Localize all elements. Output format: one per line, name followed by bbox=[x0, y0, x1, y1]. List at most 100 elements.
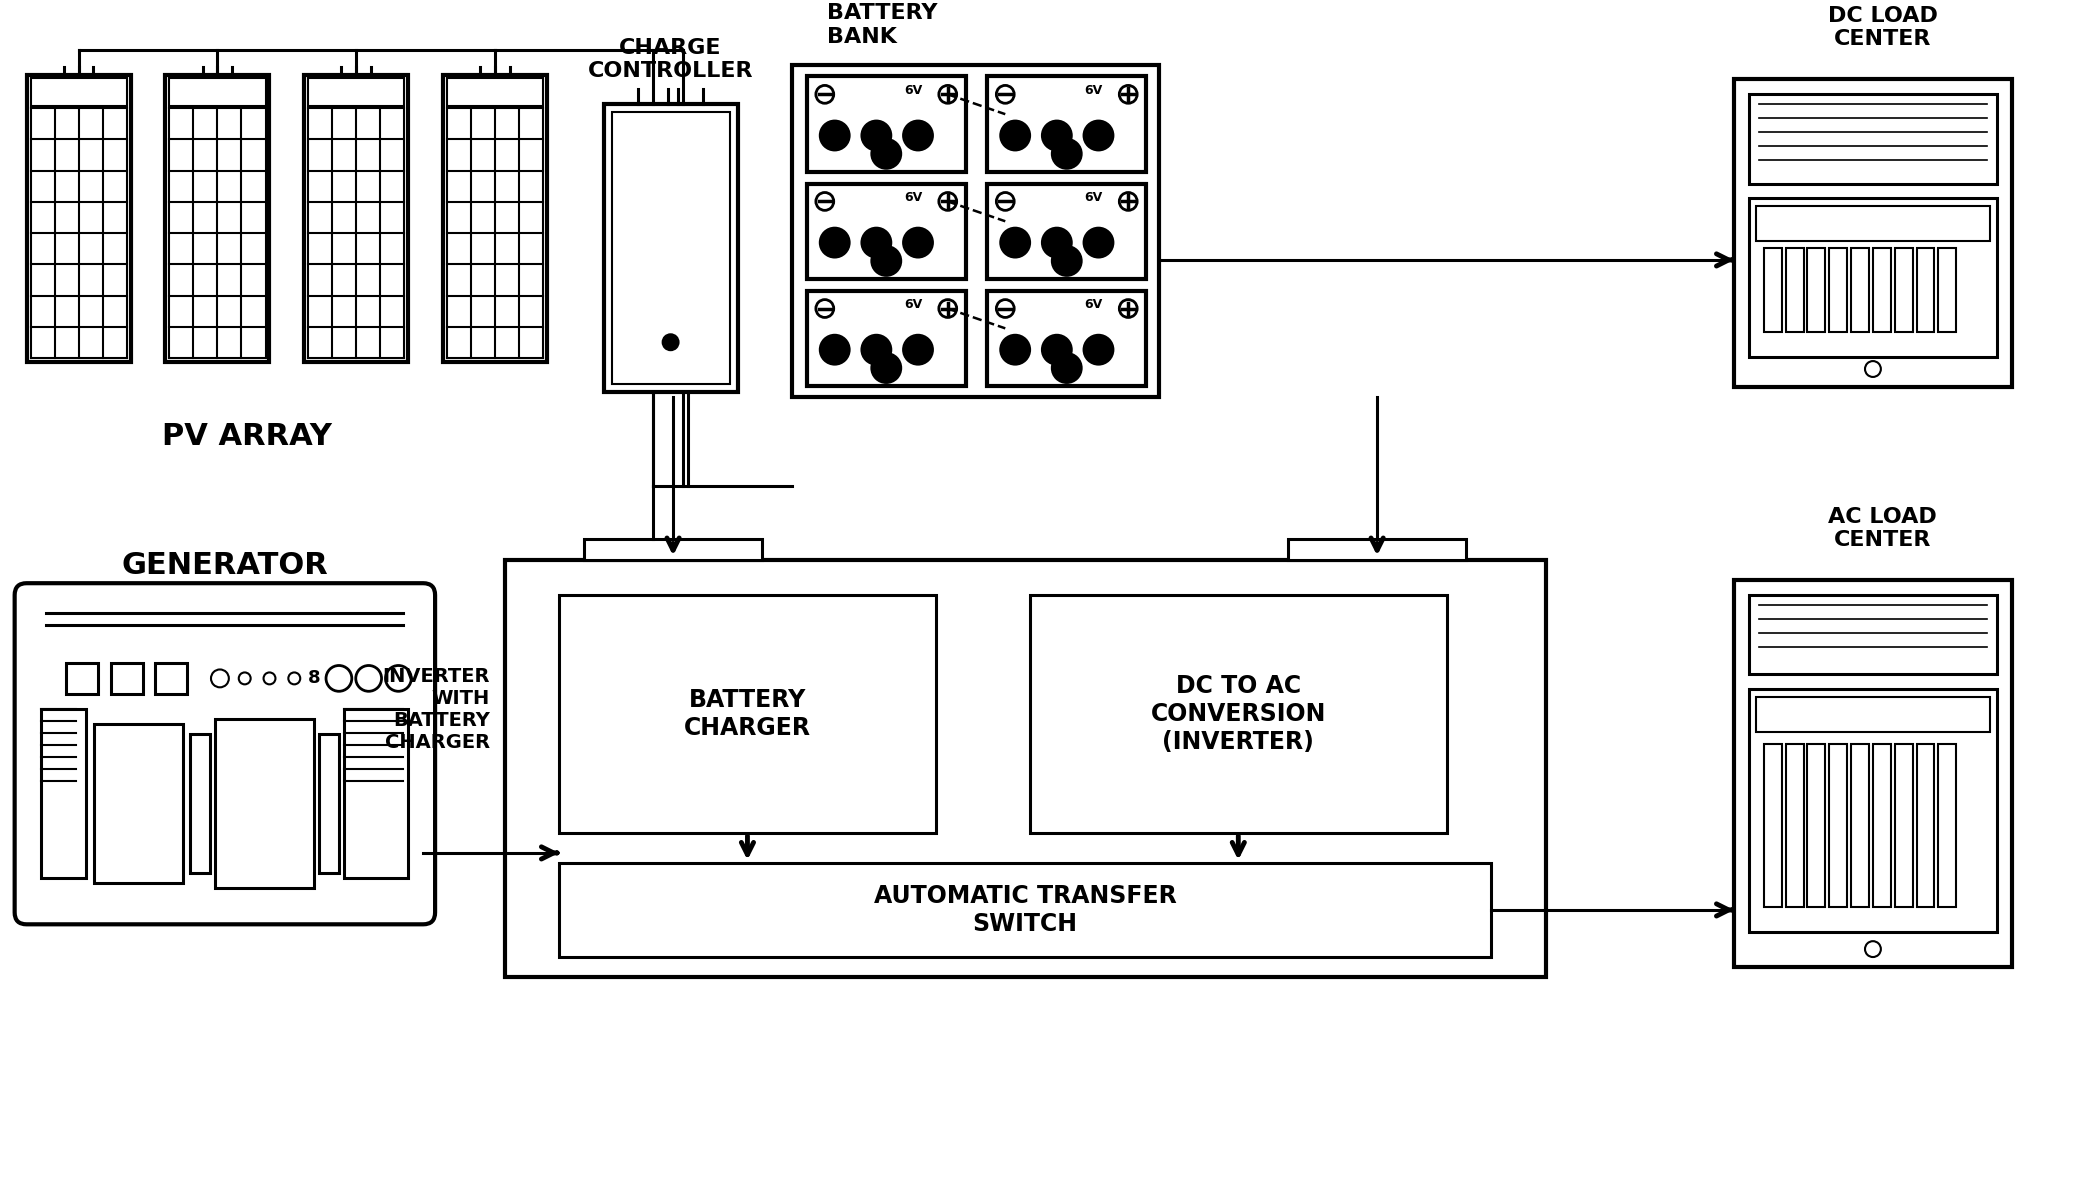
Bar bbox=[1787, 248, 1803, 332]
Circle shape bbox=[861, 121, 892, 151]
Circle shape bbox=[861, 228, 892, 258]
Text: CHARGE
CONTROLLER: CHARGE CONTROLLER bbox=[587, 38, 753, 81]
Bar bbox=[444, 74, 548, 362]
Circle shape bbox=[861, 334, 892, 364]
Bar bbox=[27, 74, 131, 362]
Circle shape bbox=[820, 334, 849, 364]
Bar bbox=[344, 709, 409, 878]
Circle shape bbox=[662, 334, 679, 350]
Bar bbox=[1029, 595, 1446, 833]
Bar bbox=[1735, 580, 2013, 967]
Bar bbox=[1894, 248, 1913, 332]
Circle shape bbox=[903, 228, 934, 258]
Circle shape bbox=[1052, 353, 1081, 383]
Bar bbox=[807, 183, 965, 279]
Bar bbox=[446, 79, 544, 107]
Text: PV ARRAY: PV ARRAY bbox=[162, 422, 332, 450]
Bar bbox=[1807, 744, 1826, 907]
FancyBboxPatch shape bbox=[15, 583, 436, 925]
Bar bbox=[1917, 248, 1934, 332]
Text: BATTERY
BANK: BATTERY BANK bbox=[826, 4, 938, 47]
Circle shape bbox=[1000, 334, 1029, 364]
Text: 6V: 6V bbox=[1085, 84, 1102, 97]
Bar bbox=[583, 539, 762, 561]
Circle shape bbox=[872, 353, 901, 383]
Bar bbox=[1289, 539, 1467, 561]
Bar bbox=[988, 183, 1145, 279]
Bar bbox=[320, 734, 338, 873]
Circle shape bbox=[1083, 228, 1114, 258]
Bar bbox=[807, 291, 965, 386]
Text: 8: 8 bbox=[307, 670, 320, 688]
Bar bbox=[1749, 595, 1996, 674]
Text: GENERATOR: GENERATOR bbox=[122, 551, 328, 580]
Bar bbox=[1938, 248, 1957, 332]
Bar bbox=[988, 291, 1145, 386]
Text: INVERTER
WITH
BATTERY
CHARGER: INVERTER WITH BATTERY CHARGER bbox=[382, 666, 490, 751]
Bar bbox=[1851, 744, 1870, 907]
Circle shape bbox=[1000, 121, 1029, 151]
Bar bbox=[66, 662, 98, 695]
Bar bbox=[604, 104, 737, 392]
Circle shape bbox=[1000, 228, 1029, 258]
Bar bbox=[1830, 744, 1847, 907]
Circle shape bbox=[1083, 121, 1114, 151]
Bar bbox=[558, 863, 1492, 957]
Bar bbox=[1874, 248, 1890, 332]
Bar bbox=[1917, 744, 1934, 907]
Bar bbox=[1807, 248, 1826, 332]
Bar bbox=[558, 595, 936, 833]
Bar bbox=[216, 719, 313, 888]
Text: AUTOMATIC TRANSFER
SWITCH: AUTOMATIC TRANSFER SWITCH bbox=[874, 884, 1177, 936]
Text: BATTERY
CHARGER: BATTERY CHARGER bbox=[685, 688, 811, 740]
Bar bbox=[1735, 79, 2013, 387]
Bar bbox=[1749, 689, 1996, 932]
Circle shape bbox=[820, 228, 849, 258]
Bar bbox=[1749, 95, 1996, 183]
Bar bbox=[988, 77, 1145, 171]
Circle shape bbox=[903, 334, 934, 364]
Text: 6V: 6V bbox=[905, 84, 923, 97]
Bar bbox=[170, 79, 266, 107]
Bar bbox=[31, 79, 127, 107]
Bar bbox=[807, 77, 965, 171]
Bar bbox=[166, 74, 270, 362]
Bar bbox=[305, 74, 409, 362]
Bar bbox=[504, 561, 1546, 976]
Text: 6V: 6V bbox=[905, 298, 923, 311]
Circle shape bbox=[1042, 334, 1071, 364]
Bar bbox=[612, 113, 730, 383]
Bar bbox=[1764, 744, 1782, 907]
Circle shape bbox=[1052, 139, 1081, 169]
Bar bbox=[1787, 744, 1803, 907]
Text: 6V: 6V bbox=[1085, 190, 1102, 204]
Bar bbox=[1755, 697, 1990, 732]
Circle shape bbox=[1052, 246, 1081, 276]
Bar bbox=[156, 662, 187, 695]
Text: AC LOAD
CENTER: AC LOAD CENTER bbox=[1828, 507, 1938, 550]
Text: DC TO AC
CONVERSION
(INVERTER): DC TO AC CONVERSION (INVERTER) bbox=[1152, 674, 1326, 754]
Bar bbox=[793, 65, 1160, 397]
Text: DC LOAD
CENTER: DC LOAD CENTER bbox=[1828, 6, 1938, 49]
Bar bbox=[191, 734, 210, 873]
Bar bbox=[309, 79, 405, 107]
Circle shape bbox=[872, 246, 901, 276]
Bar bbox=[1874, 744, 1890, 907]
Bar bbox=[1938, 744, 1957, 907]
Bar bbox=[1764, 248, 1782, 332]
Circle shape bbox=[1042, 121, 1071, 151]
Text: 6V: 6V bbox=[905, 190, 923, 204]
Bar bbox=[93, 724, 183, 883]
Circle shape bbox=[1042, 228, 1071, 258]
Circle shape bbox=[872, 139, 901, 169]
Bar bbox=[42, 709, 85, 878]
Circle shape bbox=[820, 121, 849, 151]
Bar bbox=[1830, 248, 1847, 332]
Bar bbox=[1749, 199, 1996, 357]
Bar bbox=[1851, 248, 1870, 332]
Circle shape bbox=[1083, 334, 1114, 364]
Text: 6V: 6V bbox=[1085, 298, 1102, 311]
Bar bbox=[1755, 206, 1990, 241]
Circle shape bbox=[903, 121, 934, 151]
Bar bbox=[110, 662, 143, 695]
